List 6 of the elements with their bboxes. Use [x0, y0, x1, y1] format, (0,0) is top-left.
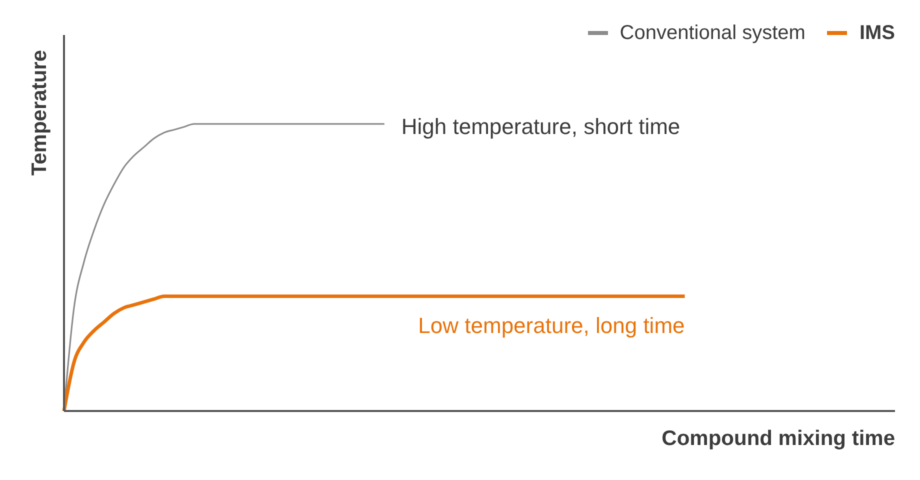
legend-label: IMS — [859, 21, 895, 45]
legend-label: Conventional system — [620, 21, 806, 45]
y-axis-title: Temperature — [28, 50, 52, 176]
annotation: High temperature, short time — [401, 114, 680, 140]
x-axis-title: Compound mixing time — [662, 426, 895, 452]
annotation: Low temperature, long time — [418, 313, 685, 340]
